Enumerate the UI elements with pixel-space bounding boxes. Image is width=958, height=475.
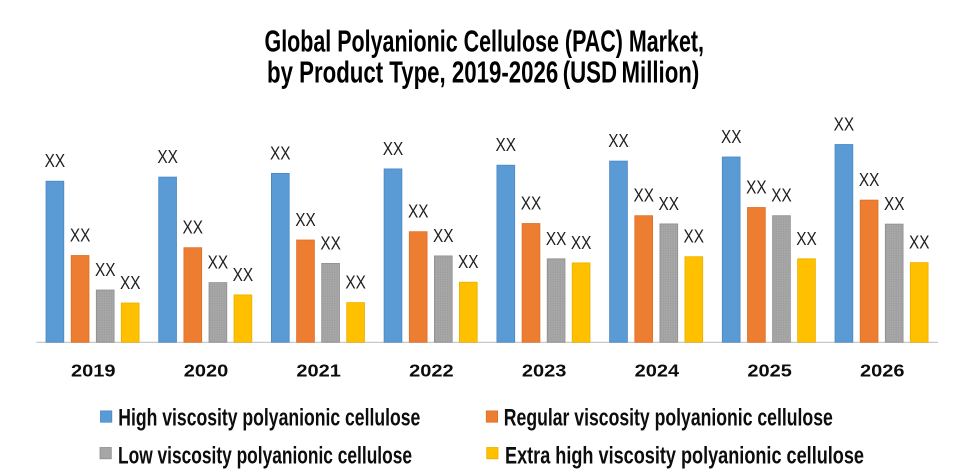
svg-text:XX: XX — [546, 229, 567, 249]
svg-text:Global Polyanionic Cellulose (: Global Polyanionic Cellulose (PAC) Marke… — [265, 24, 705, 59]
svg-text:XX: XX — [496, 135, 517, 155]
svg-text:XX: XX — [458, 252, 479, 272]
svg-text:XX: XX — [834, 115, 855, 135]
svg-text:High viscosity polyanionic cel: High viscosity polyanionic cellulose — [118, 405, 420, 432]
svg-text:XX: XX — [571, 233, 592, 253]
svg-text:XX: XX — [45, 151, 66, 171]
svg-text:Regular viscosity polyanionic: Regular viscosity polyanionic cellulose — [504, 405, 833, 432]
svg-text:2023: 2023 — [522, 360, 567, 380]
svg-text:XX: XX — [633, 186, 654, 206]
svg-text:2026: 2026 — [860, 360, 905, 380]
svg-text:2025: 2025 — [747, 360, 792, 380]
svg-text:XX: XX — [157, 147, 178, 167]
svg-text:XX: XX — [70, 226, 91, 246]
svg-text:XX: XX — [771, 186, 792, 206]
svg-text:XX: XX — [521, 194, 542, 214]
svg-text:XX: XX — [345, 273, 366, 293]
svg-text:2024: 2024 — [635, 360, 680, 380]
svg-text:XX: XX — [320, 233, 341, 253]
svg-text:XX: XX — [859, 170, 880, 190]
svg-text:XX: XX — [233, 265, 254, 285]
svg-text:2022: 2022 — [409, 360, 454, 380]
svg-text:XX: XX — [684, 227, 705, 247]
svg-text:XX: XX — [721, 127, 742, 147]
svg-text:XX: XX — [433, 226, 454, 246]
svg-text:XX: XX — [796, 229, 817, 249]
svg-text:Extra high viscosity polyanion: Extra high viscosity polyanionic cellulo… — [505, 443, 864, 470]
svg-text:2021: 2021 — [296, 360, 341, 380]
svg-text:XX: XX — [183, 218, 204, 238]
svg-text:2020: 2020 — [184, 360, 229, 380]
svg-text:XX: XX — [383, 139, 404, 159]
svg-text:XX: XX — [408, 202, 429, 222]
svg-text:XX: XX — [95, 260, 116, 280]
svg-text:XX: XX — [270, 143, 291, 163]
svg-text:XX: XX — [659, 194, 680, 214]
svg-text:Low viscosity polyanionic cell: Low viscosity polyanionic cellulose — [118, 443, 412, 470]
svg-text:by Product Type, 2019-2026 (US: by Product Type, 2019-2026 (USD Million) — [267, 55, 699, 90]
svg-text:XX: XX — [884, 194, 905, 214]
svg-text:XX: XX — [120, 273, 141, 293]
svg-text:XX: XX — [608, 131, 629, 151]
svg-text:XX: XX — [746, 178, 767, 198]
svg-text:XX: XX — [909, 233, 930, 253]
svg-text:XX: XX — [208, 253, 229, 273]
svg-text:2019: 2019 — [71, 360, 116, 380]
svg-text:XX: XX — [295, 210, 316, 230]
